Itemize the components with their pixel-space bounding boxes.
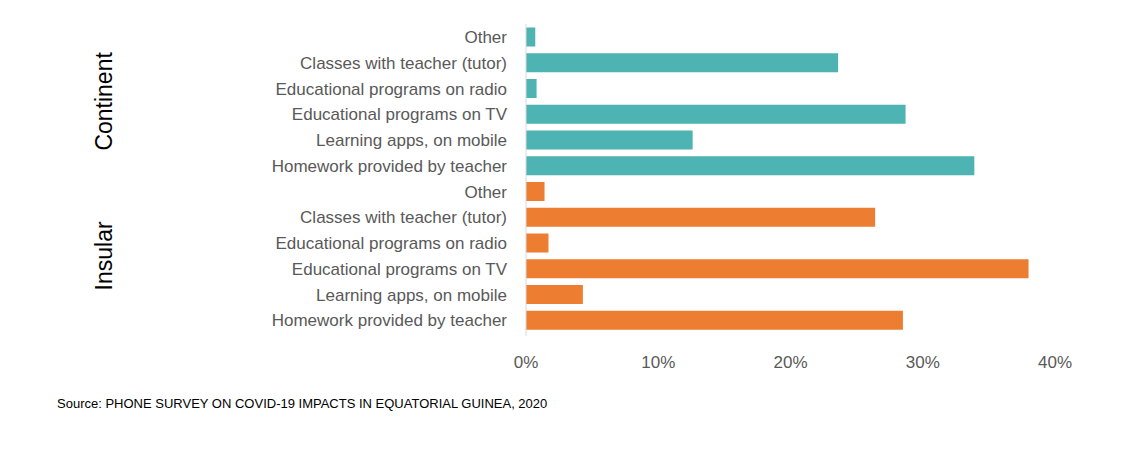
category-label: Classes with teacher (tutor) xyxy=(300,208,507,227)
chart: Other Classes with teacher (tutor) Educati… xyxy=(0,0,1146,461)
tick-label: 0% xyxy=(514,353,539,372)
bar xyxy=(526,182,545,201)
bar xyxy=(526,79,537,98)
category-label: Learning apps, on mobile xyxy=(316,131,507,150)
bar xyxy=(526,285,583,304)
category-label: Other xyxy=(464,28,507,47)
bar xyxy=(526,105,906,124)
category-label: Homework provided by teacher xyxy=(272,157,508,176)
bars xyxy=(526,28,1029,330)
category-label: Educational programs on radio xyxy=(275,80,507,99)
category-label: Homework provided by teacher xyxy=(272,311,508,330)
category-label: Educational programs on radio xyxy=(275,234,507,253)
bar xyxy=(526,311,903,330)
category-label: Educational programs on TV xyxy=(292,105,508,124)
category-label: Learning apps, on mobile xyxy=(316,286,507,305)
tick-label: 10% xyxy=(641,353,675,372)
bar xyxy=(526,259,1029,278)
labels: Other Classes with teacher (tutor) Educati… xyxy=(91,28,508,330)
tick-label: 30% xyxy=(906,353,940,372)
source: Source: PHONE SURVEY ON COVID-19 IMPACTS… xyxy=(57,396,547,411)
axis-line xyxy=(526,24,527,336)
category-label: Classes with teacher (tutor) xyxy=(300,54,507,73)
bar xyxy=(526,131,693,150)
group-label: Continent xyxy=(91,52,117,151)
group-label: Insular xyxy=(91,221,117,290)
bar xyxy=(526,234,548,253)
bar xyxy=(526,53,838,72)
tick-label: 40% xyxy=(1038,353,1072,372)
category-label: Other xyxy=(464,183,507,202)
bar xyxy=(526,208,875,227)
tick-label: 20% xyxy=(773,353,807,372)
bar xyxy=(526,28,535,47)
category-label: Educational programs on TV xyxy=(292,260,508,279)
bar xyxy=(526,156,974,175)
